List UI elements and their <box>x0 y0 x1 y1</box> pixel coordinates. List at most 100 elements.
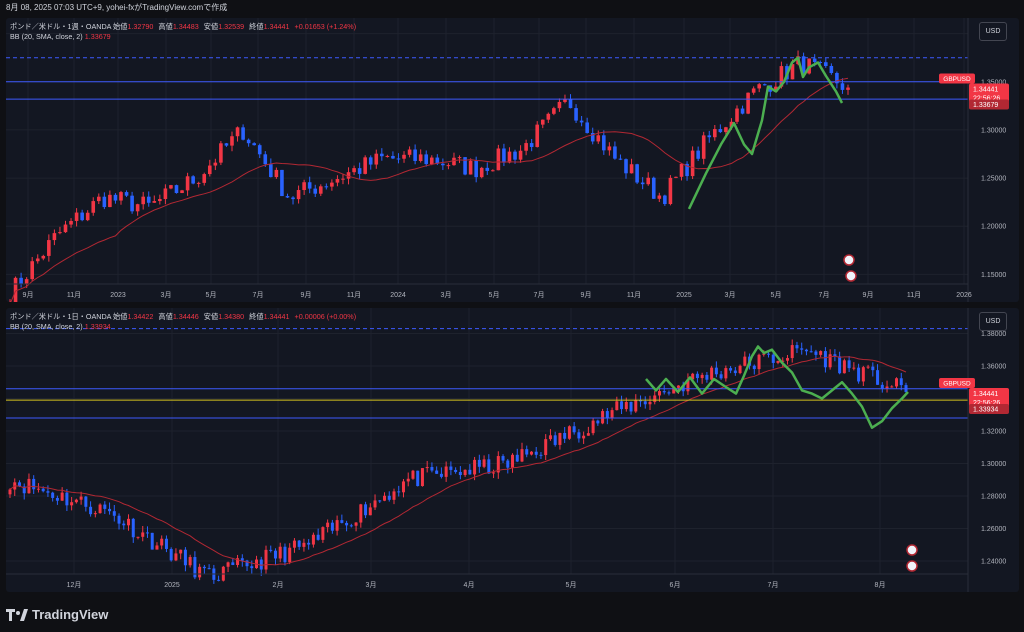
candle-body <box>518 150 523 160</box>
candle-body <box>302 542 306 547</box>
candle-body <box>586 433 590 436</box>
candle-body <box>397 491 401 493</box>
candle-body <box>686 379 690 392</box>
candle-body <box>735 108 739 122</box>
candle-body <box>98 504 102 514</box>
time-tick-label: 5月 <box>771 291 782 299</box>
candle-body <box>482 459 486 467</box>
close-label: 終値 <box>249 312 264 321</box>
candle-body <box>679 163 684 177</box>
daily-chart-canvas[interactable]: 1.380001.360001.340001.320001.300001.280… <box>6 308 1019 592</box>
candle-body <box>866 366 870 368</box>
weekly-chart-canvas[interactable]: 1.400001.350001.300001.250001.200001.150… <box>6 18 1019 302</box>
candle-body <box>145 532 149 534</box>
price-axis: 1.380001.360001.340001.320001.300001.280… <box>967 308 1006 592</box>
candle-body <box>639 400 643 402</box>
candle-body <box>330 182 334 187</box>
time-tick-label: 11月 <box>347 291 361 299</box>
candle-body <box>70 502 74 506</box>
time-tick-label: 11月 <box>627 291 641 299</box>
candle-body <box>63 224 68 233</box>
candle-body <box>585 122 589 133</box>
candle-body <box>667 392 671 394</box>
candle-body <box>141 196 145 205</box>
time-tick-label: 9月 <box>301 291 312 299</box>
candle-body <box>402 154 406 159</box>
candle-body <box>378 500 382 502</box>
candle-body <box>84 496 88 507</box>
candle-body <box>113 194 118 201</box>
candle-body <box>529 451 533 455</box>
time-tick-label: 7月 <box>768 581 779 589</box>
candle-body <box>574 108 578 121</box>
candle-body <box>193 557 197 578</box>
candle-body <box>89 506 93 515</box>
candle-body <box>230 136 234 146</box>
candle-body <box>102 196 107 208</box>
candle-body <box>257 145 262 155</box>
candle-body <box>326 522 330 528</box>
candle-body <box>313 188 318 194</box>
candle-body <box>525 449 529 455</box>
time-tick-label: 12月 <box>67 581 82 589</box>
candle-body <box>577 432 581 439</box>
candle-body <box>838 356 842 374</box>
candle-body <box>620 401 624 410</box>
candle-body <box>131 518 135 538</box>
candle-body <box>69 220 73 225</box>
candle-body <box>846 87 850 90</box>
candle-body <box>324 186 329 188</box>
candle-body <box>163 188 168 200</box>
weekly-chart-pane[interactable]: 1.400001.350001.300001.250001.200001.150… <box>6 18 1019 302</box>
candle-body <box>264 549 268 570</box>
price-tick-label: 1.25000 <box>981 176 1006 183</box>
candle-body <box>202 566 206 569</box>
symbol-tag: GBPUSD <box>943 381 971 388</box>
candle-body <box>646 177 651 185</box>
candle-body <box>224 143 229 146</box>
price-tick-label: 1.38000 <box>981 331 1006 338</box>
candle-body <box>152 201 157 203</box>
candle-body <box>429 157 434 165</box>
candle-body <box>790 64 795 80</box>
candle-body <box>158 199 162 202</box>
candle-body <box>296 190 301 200</box>
candle-body <box>809 351 813 353</box>
countdown-tag: 22:56:26 <box>973 96 1000 103</box>
candle-body <box>624 402 628 410</box>
candle-body <box>496 148 501 171</box>
price-tick-label: 1.30000 <box>981 461 1006 468</box>
currency-button[interactable]: USD <box>979 312 1007 331</box>
candle-body <box>672 387 676 394</box>
candle-body <box>685 163 689 177</box>
candle-body <box>605 411 609 419</box>
time-tick-label: 5月 <box>489 291 500 299</box>
time-tick-label: 5月 <box>206 291 217 299</box>
time-tick-label: 9月 <box>863 291 874 299</box>
daily-chart-pane[interactable]: 1.380001.360001.340001.320001.300001.280… <box>6 308 1019 592</box>
candle-body <box>468 469 472 475</box>
candle-body <box>345 522 349 526</box>
candle-body <box>790 345 794 359</box>
candle-body <box>60 492 64 501</box>
candle-body <box>729 121 734 128</box>
candle-body <box>119 192 123 201</box>
candle-body <box>96 196 101 202</box>
time-tick-label: 5月 <box>566 581 577 589</box>
candle-body <box>108 508 112 512</box>
candle-body <box>524 143 528 151</box>
currency-button[interactable]: USD <box>979 22 1007 41</box>
candle-body <box>407 149 412 155</box>
candle-body <box>47 240 51 256</box>
price-tick-label: 1.24000 <box>981 559 1006 566</box>
time-tick-label: 2月 <box>273 581 284 589</box>
candle-body <box>41 255 46 259</box>
candle-body <box>501 456 505 461</box>
candle-body <box>240 558 244 561</box>
tradingview-footer[interactable]: TradingView <box>6 607 108 622</box>
candle-body <box>880 384 884 389</box>
time-tick-label: 3月 <box>366 581 377 589</box>
candle-body <box>250 566 254 569</box>
candle-body <box>596 135 601 142</box>
